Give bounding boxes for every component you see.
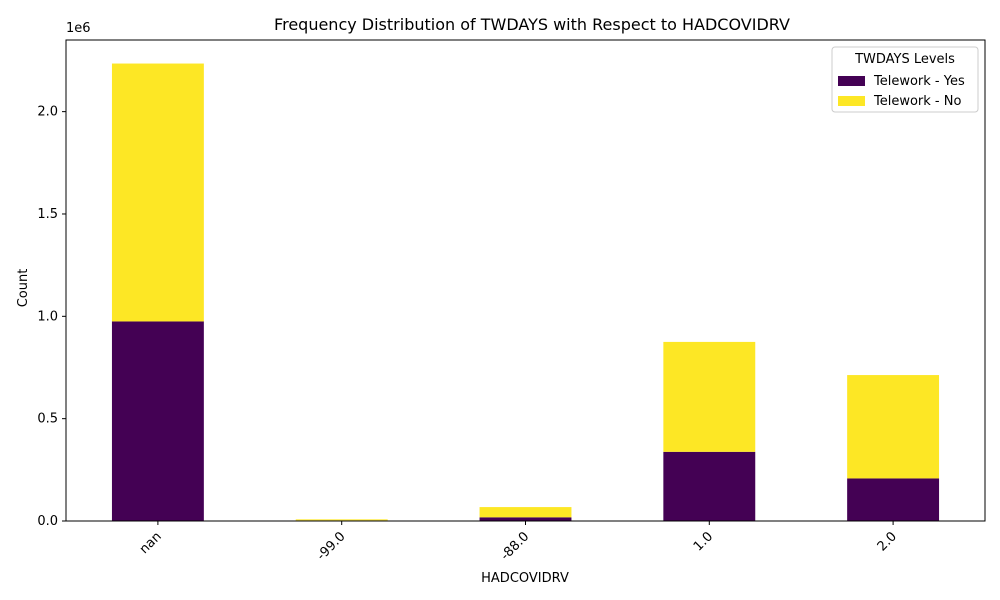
legend-label: Telework - No — [873, 94, 961, 109]
chart-title: Frequency Distribution of TWDAYS with Re… — [274, 15, 790, 34]
x-tick-label: 1.0 — [691, 529, 716, 554]
y-ticks: 0.0 0.5 1.0 1.5 2.0 — [37, 105, 66, 529]
bar-telework-no-3 — [663, 341, 756, 452]
legend-swatch — [838, 96, 865, 106]
legend-swatch — [838, 76, 865, 86]
x-axis-label: HADCOVIDRV — [481, 571, 569, 586]
y-tick-label: 0.5 — [37, 412, 58, 427]
bar-telework-no-4 — [847, 375, 940, 479]
bar-telework-no-1 — [295, 519, 388, 521]
bar-telework-yes-4 — [847, 478, 940, 521]
x-tick-label: nan — [137, 529, 165, 557]
legend: TWDAYS Levels Telework - Yes Telework - No — [831, 46, 979, 113]
bar-telework-yes-0 — [111, 321, 204, 521]
bars — [111, 63, 940, 521]
bar-telework-yes-3 — [663, 451, 756, 521]
x-tick-label: 2.0 — [875, 529, 900, 554]
bar-telework-no-0 — [111, 63, 204, 322]
legend-box — [831, 46, 979, 113]
x-tick-label: -88.0 — [498, 529, 532, 563]
y-axis-label: Count — [16, 269, 31, 308]
legend-title: TWDAYS Levels — [854, 52, 955, 67]
x-tick-label: -99.0 — [314, 529, 348, 563]
y-tick-label: 0.0 — [37, 514, 58, 529]
bar-telework-no-2 — [479, 507, 572, 518]
y-tick-label: 2.0 — [37, 105, 58, 120]
legend-label: Telework - Yes — [873, 74, 965, 89]
bar-telework-yes-2 — [479, 517, 572, 521]
x-ticks: nan -99.0 -88.0 1.0 2.0 — [137, 521, 900, 564]
y-tick-label: 1.5 — [37, 207, 58, 222]
y-axis-scale-label: 1e6 — [66, 21, 91, 36]
y-tick-label: 1.0 — [37, 309, 58, 324]
